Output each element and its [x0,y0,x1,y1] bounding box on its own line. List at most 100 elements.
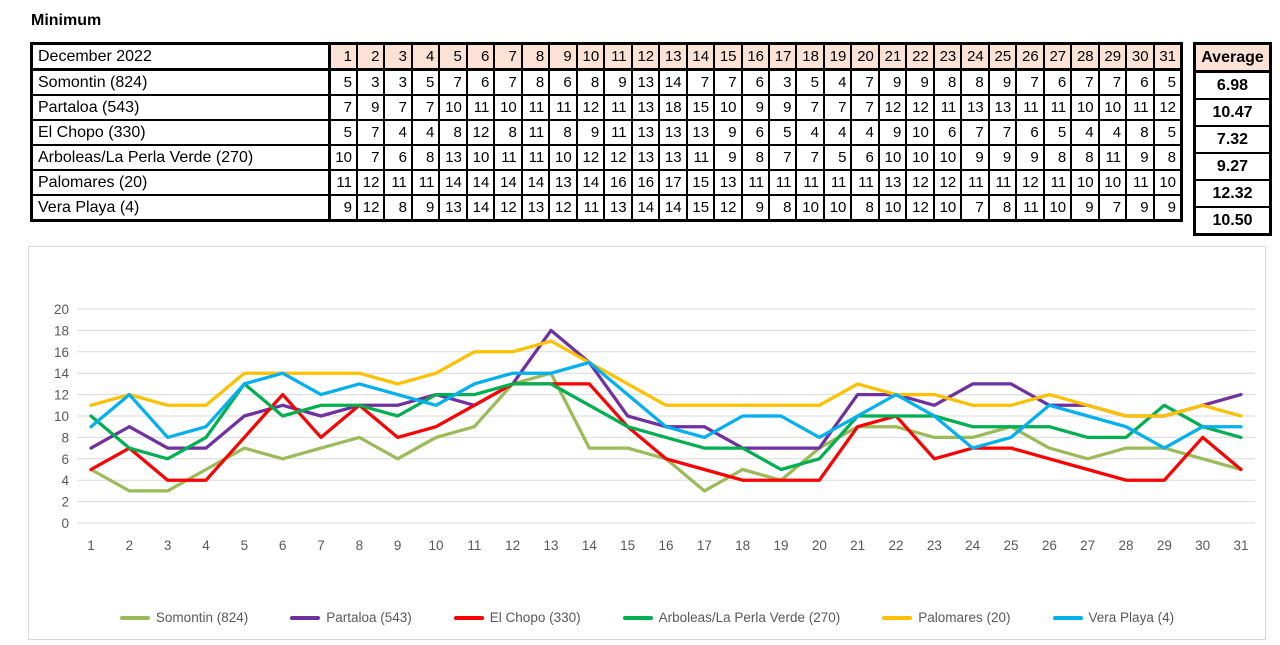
day-header-cell[interactable]: 27 [1042,42,1073,71]
value-cell[interactable]: 11 [1015,94,1045,121]
day-header-cell[interactable]: 25 [987,42,1018,71]
value-cell[interactable]: 10 [1042,194,1073,222]
value-cell[interactable]: 4 [795,119,825,146]
value-cell[interactable]: 12 [1152,94,1183,121]
value-cell[interactable]: 13 [987,94,1018,121]
value-cell[interactable]: 14 [493,169,523,196]
day-header-cell[interactable]: 16 [740,42,771,71]
day-header-cell[interactable]: 28 [1070,42,1100,71]
value-cell[interactable]: 14 [520,169,551,196]
legend-item[interactable]: Somontin (824) [119,610,248,626]
value-cell[interactable]: 11 [822,169,853,196]
value-cell[interactable]: 8 [410,144,441,171]
value-cell[interactable]: 8 [575,68,606,96]
value-cell[interactable]: 7 [1097,194,1128,222]
day-header-cell[interactable]: 17 [767,42,798,71]
value-cell[interactable]: 7 [493,68,523,96]
value-cell[interactable]: 7 [960,119,990,146]
value-cell[interactable]: 11 [850,169,880,196]
value-cell[interactable]: 10 [713,94,743,121]
day-header-cell[interactable]: 18 [795,42,825,71]
value-cell[interactable]: 10 [877,194,908,222]
legend-item[interactable]: Vera Playa (4) [1052,610,1174,626]
value-cell[interactable]: 4 [1070,119,1100,146]
day-header-cell[interactable]: 12 [630,42,661,71]
value-cell[interactable]: 7 [713,68,743,96]
value-cell[interactable]: 12 [465,119,496,146]
value-cell[interactable]: 10 [548,144,578,171]
value-cell[interactable]: 10 [932,144,963,171]
value-cell[interactable]: 13 [877,169,908,196]
value-cell[interactable]: 7 [410,94,441,121]
value-cell[interactable]: 15 [685,94,716,121]
value-cell[interactable]: 3 [355,68,386,96]
legend-item[interactable]: Arboleas/La Perla Verde (270) [622,610,840,626]
value-cell[interactable]: 10 [1152,169,1183,196]
day-header-cell[interactable]: 2 [355,42,386,71]
day-header-cell[interactable]: 22 [905,42,935,71]
average-value-cell[interactable]: 7.32 [1193,125,1272,154]
value-cell[interactable]: 9 [713,119,743,146]
value-cell[interactable]: 11 [1042,94,1073,121]
value-cell[interactable]: 9 [905,68,935,96]
value-cell[interactable]: 5 [328,119,358,146]
value-cell[interactable]: 11 [795,169,825,196]
value-cell[interactable]: 10 [1070,169,1100,196]
row-label-cell[interactable]: Vera Playa (4) [30,194,331,222]
day-header-cell[interactable]: 29 [1097,42,1128,71]
value-cell[interactable]: 12 [932,169,963,196]
value-cell[interactable]: 14 [575,169,606,196]
day-header-cell[interactable]: 19 [822,42,853,71]
value-cell[interactable]: 7 [767,144,798,171]
value-cell[interactable]: 13 [960,94,990,121]
value-cell[interactable]: 7 [795,94,825,121]
value-cell[interactable]: 10 [493,94,523,121]
value-cell[interactable]: 8 [850,194,880,222]
value-cell[interactable]: 5 [1152,68,1183,96]
average-value-cell[interactable]: 6.98 [1193,70,1272,100]
row-label-cell[interactable]: Partaloa (543) [30,94,331,121]
value-cell[interactable]: 7 [987,119,1018,146]
value-cell[interactable]: 10 [932,194,963,222]
value-cell[interactable]: 15 [685,169,716,196]
value-cell[interactable]: 9 [1070,194,1100,222]
value-cell[interactable]: 11 [1042,169,1073,196]
value-cell[interactable]: 11 [1015,194,1045,222]
day-header-cell[interactable]: 24 [960,42,990,71]
value-cell[interactable]: 8 [493,119,523,146]
value-cell[interactable]: 10 [877,144,908,171]
value-cell[interactable]: 12 [548,194,578,222]
value-cell[interactable]: 6 [740,68,771,96]
day-header-cell[interactable]: 1 [328,42,358,71]
value-cell[interactable]: 11 [1125,169,1155,196]
value-cell[interactable]: 7 [438,68,468,96]
value-cell[interactable]: 11 [575,194,606,222]
value-cell[interactable]: 9 [960,144,990,171]
value-cell[interactable]: 10 [328,144,358,171]
value-cell[interactable]: 11 [520,94,551,121]
day-header-cell[interactable]: 8 [520,42,551,71]
value-cell[interactable]: 11 [603,119,633,146]
value-cell[interactable]: 5 [795,68,825,96]
value-cell[interactable]: 6 [932,119,963,146]
day-header-cell[interactable]: 20 [850,42,880,71]
day-header-cell[interactable]: 4 [410,42,441,71]
value-cell[interactable]: 7 [1070,68,1100,96]
value-cell[interactable]: 10 [905,119,935,146]
day-header-cell[interactable]: 13 [658,42,688,71]
value-cell[interactable]: 9 [410,194,441,222]
value-cell[interactable]: 4 [822,119,853,146]
value-cell[interactable]: 6 [383,144,413,171]
value-cell[interactable]: 11 [603,94,633,121]
day-header-cell[interactable]: 14 [685,42,716,71]
day-header-cell[interactable]: 9 [548,42,578,71]
value-cell[interactable]: 16 [630,169,661,196]
value-cell[interactable]: 9 [603,68,633,96]
month-header-cell[interactable]: December 2022 [30,42,331,71]
value-cell[interactable]: 12 [713,194,743,222]
value-cell[interactable]: 13 [658,144,688,171]
value-cell[interactable]: 12 [877,94,908,121]
value-cell[interactable]: 6 [1125,68,1155,96]
value-cell[interactable]: 5 [822,144,853,171]
value-cell[interactable]: 6 [740,119,771,146]
